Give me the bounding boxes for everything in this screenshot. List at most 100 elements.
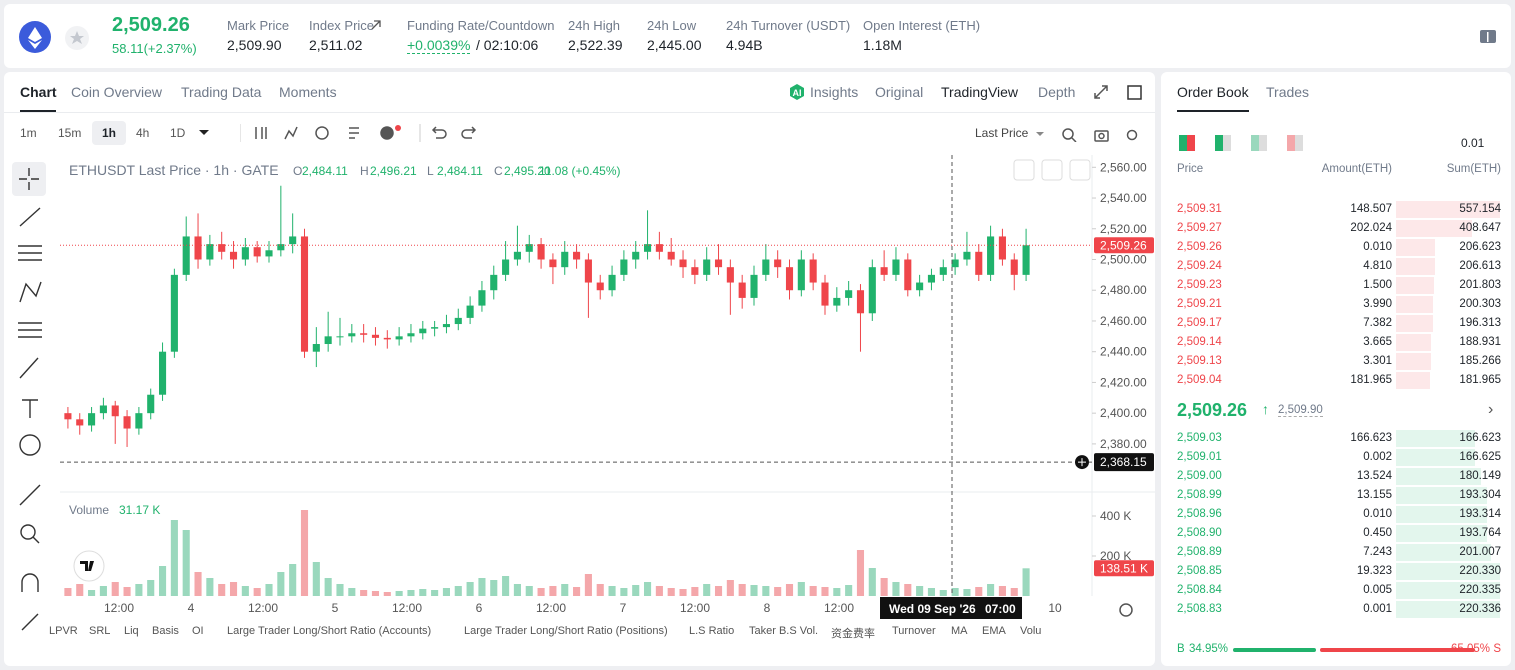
ob-price[interactable]: 2,509.26 (1177, 241, 1222, 253)
candle-body (703, 259, 711, 275)
chart-button (1013, 159, 1035, 181)
volume-bar (289, 564, 297, 596)
ob-amount: 7.243 (1363, 546, 1392, 558)
ob-layout-icon[interactable] (1251, 135, 1267, 151)
indicator-tab[interactable]: 资金费率 (831, 628, 875, 640)
view-tab[interactable]: Depth (1038, 84, 1076, 100)
candle-body (644, 244, 652, 252)
view-tab[interactable]: Original (875, 84, 924, 100)
volume-bar (868, 568, 876, 596)
ob-price[interactable]: 2,508.83 (1177, 603, 1222, 615)
volume-bar (135, 584, 143, 596)
book-icon[interactable] (1478, 28, 1498, 46)
ob-sum: 193.314 (1459, 508, 1501, 520)
ob-price[interactable]: 2,509.13 (1177, 355, 1222, 367)
ob-sum: 557.154 (1459, 203, 1501, 215)
ob-price[interactable]: 2,509.27 (1177, 222, 1222, 234)
last-price-tag (1094, 237, 1154, 254)
candle-body (951, 259, 959, 268)
candle-body (667, 251, 675, 260)
interval[interactable]: 1m (20, 126, 37, 140)
indicator-tab[interactable]: Basis (152, 625, 179, 637)
volume-bar (513, 584, 521, 596)
ob-step[interactable]: 0.01 (1461, 136, 1485, 150)
chart-settings[interactable] (1034, 128, 1144, 142)
price-source[interactable]: Last Price (975, 126, 1029, 140)
indicator-tab[interactable]: L.S Ratio (689, 625, 735, 637)
interval[interactable]: 1h (102, 126, 117, 140)
candle-body (312, 344, 320, 352)
depth-bar (1396, 353, 1431, 370)
depth-bar (1396, 372, 1430, 389)
indicator-tab[interactable]: SRL (89, 625, 111, 637)
ob-amount: 202.024 (1350, 222, 1392, 234)
chart-tools[interactable] (240, 122, 500, 144)
ob-layout-icon[interactable] (1179, 135, 1195, 151)
candle-body (939, 267, 947, 275)
candle-body (88, 413, 96, 426)
ob-price[interactable]: 2,509.23 (1177, 279, 1222, 291)
expand-arrow[interactable]: › (1488, 401, 1494, 418)
indicator-tab[interactable]: EMA (982, 625, 1006, 637)
interval[interactable]: 4h (136, 126, 150, 140)
drawing-toolbar[interactable] (8, 160, 52, 640)
view-tab[interactable]: TradingView (941, 84, 1019, 100)
indicator-tab[interactable]: OI (192, 625, 204, 637)
indicator-tab[interactable]: Large Trader Long/Short Ratio (Accounts) (227, 625, 432, 637)
candle-body (714, 259, 723, 268)
ob-price[interactable]: 2,509.00 (1177, 470, 1222, 482)
volume-bar (916, 586, 924, 596)
buy-label: B (1177, 643, 1185, 655)
panel-icons[interactable] (1093, 84, 1153, 102)
indicator-tab[interactable]: Taker B.S Vol. (749, 625, 819, 637)
ob-tab[interactable]: Trades (1266, 84, 1310, 100)
external-link[interactable] (370, 19, 382, 31)
chart-tab[interactable]: Coin Overview (71, 84, 163, 100)
volume-bar (998, 586, 1006, 596)
x-tick-label: 8 (764, 601, 771, 615)
volume-bar (892, 582, 900, 596)
chart-tab[interactable]: Trading Data (181, 84, 262, 100)
indicator-tab[interactable]: Volu (1020, 625, 1042, 637)
volume-bar (904, 584, 912, 596)
volume-bar (348, 588, 356, 596)
ob-layout-icon[interactable] (1215, 135, 1231, 151)
ob-price[interactable]: 2,508.90 (1177, 527, 1222, 539)
interval[interactable]: 15m (58, 126, 82, 140)
x-tick-label: 12:00 (680, 601, 710, 615)
ob-price[interactable]: 2,509.14 (1177, 336, 1222, 348)
volume-tick-label: 400 K (1100, 509, 1131, 523)
ob-tab[interactable]: Order Book (1177, 84, 1249, 100)
ob-sum: 206.613 (1459, 260, 1501, 272)
volume-bar (360, 590, 368, 596)
ob-price[interactable]: 2,508.99 (1177, 489, 1222, 501)
ob-price[interactable]: 2,508.89 (1177, 546, 1222, 558)
view-tab[interactable]: Insights (810, 84, 859, 100)
candle-body (395, 336, 403, 340)
indicator-tab[interactable]: Large Trader Long/Short Ratio (Positions… (464, 625, 668, 637)
dropdown-arrow[interactable] (196, 128, 212, 138)
ob-price[interactable]: 2,509.21 (1177, 298, 1222, 310)
indicator-tab[interactable]: Turnover (892, 625, 936, 637)
candle-body (253, 247, 261, 257)
ob-price[interactable]: 2,508.85 (1177, 565, 1222, 577)
ob-price[interactable]: 2,509.24 (1177, 260, 1222, 272)
ob-price[interactable]: 2,509.31 (1177, 203, 1222, 215)
interval[interactable]: 1D (170, 126, 186, 140)
chart-tab[interactable]: Chart (20, 84, 57, 100)
ob-price[interactable]: 2,509.04 (1177, 374, 1222, 386)
stat-value: 2,522.39 (568, 37, 623, 53)
favorite-star[interactable] (64, 25, 90, 51)
ob-price[interactable]: 2,508.96 (1177, 508, 1222, 520)
ob-price[interactable]: 2,508.84 (1177, 584, 1222, 596)
ob-price[interactable]: 2,509.01 (1177, 451, 1222, 463)
indicator-tab[interactable]: LPVR (49, 625, 78, 637)
candle-body (726, 267, 734, 283)
ob-price[interactable]: 2,509.03 (1177, 432, 1222, 444)
indicator-tab[interactable]: MA (951, 625, 968, 637)
indicator-tab[interactable]: Liq (124, 625, 139, 637)
ob-price[interactable]: 2,509.17 (1177, 317, 1222, 329)
ob-layout-icon[interactable] (1287, 135, 1303, 151)
chart-tab[interactable]: Moments (279, 84, 337, 100)
candle-body (159, 351, 167, 395)
